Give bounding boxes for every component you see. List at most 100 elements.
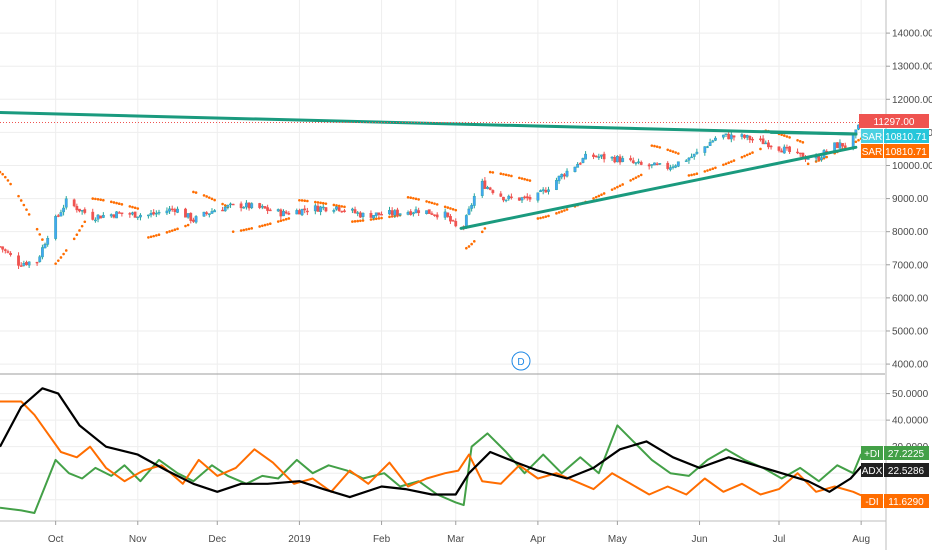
time-tick-label: Nov <box>129 534 147 545</box>
sar-dot <box>41 238 44 241</box>
candle <box>647 163 651 170</box>
sar-dot <box>547 214 550 218</box>
candle <box>78 208 81 213</box>
candle-body <box>192 219 195 222</box>
candle <box>544 187 548 193</box>
sar-up-name-badge <box>861 129 883 143</box>
sar-dot <box>536 217 540 220</box>
sar-dot <box>743 154 746 158</box>
sar-dot <box>94 197 97 201</box>
dmi-indicator-pane[interactable] <box>0 387 863 514</box>
price-tick-label: 5000.00 <box>892 326 929 337</box>
candle-body <box>668 167 672 170</box>
sar-down-name: SAR <box>862 147 883 158</box>
candle-body <box>300 208 304 216</box>
sar-dot <box>324 202 328 205</box>
candle <box>40 244 44 260</box>
candle-body <box>276 209 280 212</box>
price-pane[interactable] <box>0 111 885 270</box>
candle-body <box>433 214 436 216</box>
plus-di-name-badge <box>861 446 883 460</box>
sar-dot <box>369 218 373 221</box>
candle <box>91 208 95 221</box>
candle-body <box>43 244 47 249</box>
sar-dot <box>75 233 79 237</box>
candle <box>170 205 174 212</box>
trendlines[interactable] <box>0 111 858 230</box>
sar-dot <box>714 166 717 170</box>
candle <box>19 262 23 267</box>
sar-dot <box>282 218 285 222</box>
candle-body <box>759 138 762 140</box>
sar-dot <box>499 172 503 176</box>
candle <box>714 136 717 142</box>
candle-body <box>454 221 458 227</box>
candle <box>751 137 754 143</box>
candle-body <box>711 140 715 143</box>
candle-body <box>851 135 855 148</box>
sar-dot <box>245 228 248 231</box>
price-axis[interactable]: 4000.00 5000.00 6000.00 7000.00 8000.00 9000.… <box>886 29 932 371</box>
candle <box>305 207 309 216</box>
sar-dot <box>600 193 603 197</box>
sar-dot <box>192 190 195 194</box>
sar-dot <box>205 195 208 198</box>
candle <box>62 204 65 216</box>
candle <box>35 261 39 266</box>
sar-dot <box>523 177 526 181</box>
sar-dot <box>639 173 643 177</box>
candle-body <box>112 214 116 218</box>
sar-dot <box>467 245 471 248</box>
candle <box>221 206 224 212</box>
sar-dot <box>708 168 712 171</box>
candle <box>133 211 137 218</box>
candle <box>602 151 606 163</box>
candle <box>639 160 643 166</box>
candle-body <box>547 189 550 192</box>
time-tick-label: Dec <box>208 534 226 545</box>
candle-body <box>499 193 503 197</box>
candle <box>708 138 712 146</box>
sar-dot <box>602 192 606 195</box>
candle-body <box>684 160 688 162</box>
candle-body <box>528 197 532 200</box>
candle-body <box>835 142 839 149</box>
candle <box>176 206 179 214</box>
interval-marker[interactable]: D <box>511 351 531 371</box>
time-axis[interactable]: Oct Nov Dec 2019 Feb Mar Apr May Jun Jul Aug <box>48 521 870 545</box>
candle-body <box>764 142 768 145</box>
candle <box>748 135 752 143</box>
candle <box>729 131 733 143</box>
candle-body <box>706 146 709 148</box>
candle <box>332 208 336 214</box>
candle-body <box>581 158 585 163</box>
sar-dot <box>806 162 810 166</box>
candle-body <box>411 212 415 215</box>
sar-dot <box>677 152 680 155</box>
candle <box>128 212 132 218</box>
sar-dot <box>491 171 495 174</box>
candle-body <box>502 196 505 201</box>
sar-dot <box>102 198 105 202</box>
sar-dot <box>374 217 378 221</box>
candle <box>629 155 633 162</box>
sar-dot <box>425 200 428 203</box>
candle <box>658 163 662 166</box>
sar-dot <box>722 163 725 167</box>
time-tick-label: Jul <box>773 534 786 545</box>
candle <box>109 213 113 218</box>
sar-dot <box>465 246 468 250</box>
sar-dot <box>250 227 254 230</box>
indicator-tick-label: 50.0000 <box>892 389 929 400</box>
candle-body <box>798 152 802 155</box>
sar-dot <box>258 225 261 228</box>
candle-body <box>767 142 770 148</box>
sar-dot <box>796 138 799 142</box>
candle-body <box>295 210 299 215</box>
time-tick-label: Apr <box>530 534 546 545</box>
candle-body <box>594 155 598 158</box>
candle <box>499 191 503 198</box>
candle-body <box>202 211 206 217</box>
candle <box>411 211 415 217</box>
